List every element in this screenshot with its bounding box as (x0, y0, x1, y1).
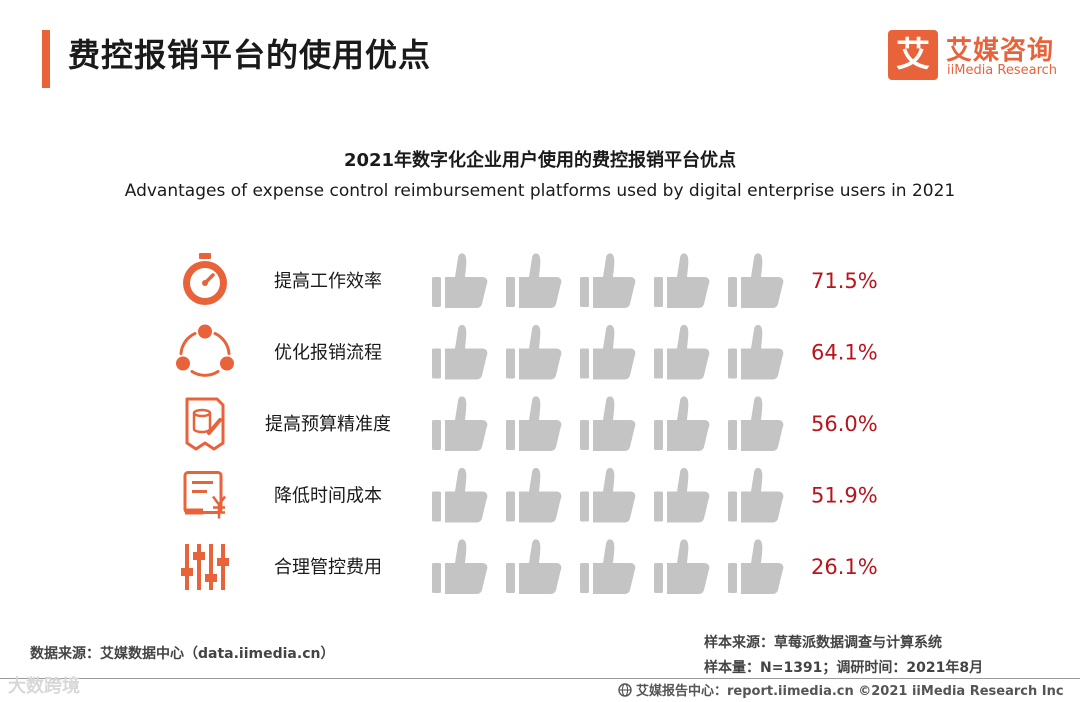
budget-document-icon (185, 397, 225, 451)
thumb-up-icon (580, 467, 636, 523)
value-label: 71.5% (811, 269, 878, 293)
thumb-up-icon (506, 396, 562, 451)
thumb-up-icon (580, 396, 636, 451)
category-label: 合理管控费用 (274, 557, 382, 578)
category-label: 降低时间成本 (274, 486, 382, 507)
thumb-up-icon (654, 539, 710, 594)
category-label: 提高工作效率 (274, 271, 382, 292)
chart-row: 降低时间成本 51.9% (183, 467, 878, 523)
chart-row: 提高预算精准度 56.0% (185, 396, 878, 451)
chart-row: 合理管控费用 26.1% (181, 539, 878, 594)
chart-subtitle: Advantages of expense control reimbursem… (124, 181, 956, 201)
value-label: 64.1% (811, 341, 878, 365)
chart-title: 2021年数字化企业用户使用的费控报销平台优点 (343, 150, 737, 171)
thumb-up-icon (432, 467, 488, 523)
category-label: 优化报销流程 (274, 343, 382, 364)
thumb-up-icon (506, 253, 562, 308)
thumb-up-icon (432, 539, 488, 594)
thumb-up-icon (728, 324, 784, 380)
value-label: 56.0% (811, 412, 878, 436)
thumb-up-icon (728, 253, 784, 308)
footer-divider (0, 678, 1080, 679)
chart-row: 提高工作效率 71.5% (183, 253, 878, 308)
watermark-text: 大数跨境 (8, 676, 80, 697)
thumb-up-icon (580, 539, 636, 594)
category-label: 提高预算精准度 (265, 414, 391, 435)
thumb-up-icon (580, 324, 636, 380)
stopwatch-icon (183, 253, 227, 305)
page-title: 费控报销平台的使用优点 (68, 36, 432, 74)
globe-icon (618, 682, 632, 697)
value-label: 26.1% (811, 555, 878, 579)
report-center: 艾媒报告中心：report.iimedia.cn ©2021 iiMedia R… (618, 680, 1064, 699)
thumb-up-icon (728, 396, 784, 451)
sample-source: 样本来源：草莓派数据调查与计算系统 (704, 635, 942, 651)
thumb-up-icon (432, 253, 488, 308)
thumb-up-icon (654, 467, 710, 523)
thumb-up-icon (728, 467, 784, 523)
logo-name-cn: 艾媒咨询 (946, 36, 1055, 66)
thumb-up-icon (654, 396, 710, 451)
thumb-up-icon (506, 467, 562, 523)
value-label: 51.9% (811, 484, 878, 508)
report-center-text: 艾媒报告中心：report.iimedia.cn ©2021 iiMedia R… (636, 684, 1064, 699)
thumb-up-icon (654, 324, 710, 380)
pictograph-chart: 提高工作效率 71.5% 优化报销流程 64.1% 提高预算精准度 56.0% 降低时间成本… (176, 253, 878, 594)
thumb-up-icon (506, 324, 562, 380)
title-accent-bar (42, 30, 50, 88)
logo-name-en: iiMedia Research (947, 63, 1058, 78)
thumb-up-icon (432, 396, 488, 451)
iimedia-logo: 艾 艾媒咨询 iiMedia Research (888, 30, 1058, 82)
process-cycle-icon (176, 324, 234, 377)
data-source: 数据来源：艾媒数据中心（data.iimedia.cn） (30, 646, 335, 662)
logo-mark: 艾 (888, 30, 938, 80)
sample-size: 样本量：N=1391；调研时间：2021年8月 (704, 660, 984, 676)
thumb-up-icon (654, 253, 710, 308)
control-sliders-icon (181, 544, 229, 590)
thumb-up-icon (506, 539, 562, 594)
thumb-up-icon (580, 253, 636, 308)
cost-receipt-icon (183, 471, 226, 519)
thumb-up-icon (728, 539, 784, 594)
chart-row: 优化报销流程 64.1% (176, 324, 878, 380)
thumb-up-icon (432, 324, 488, 380)
